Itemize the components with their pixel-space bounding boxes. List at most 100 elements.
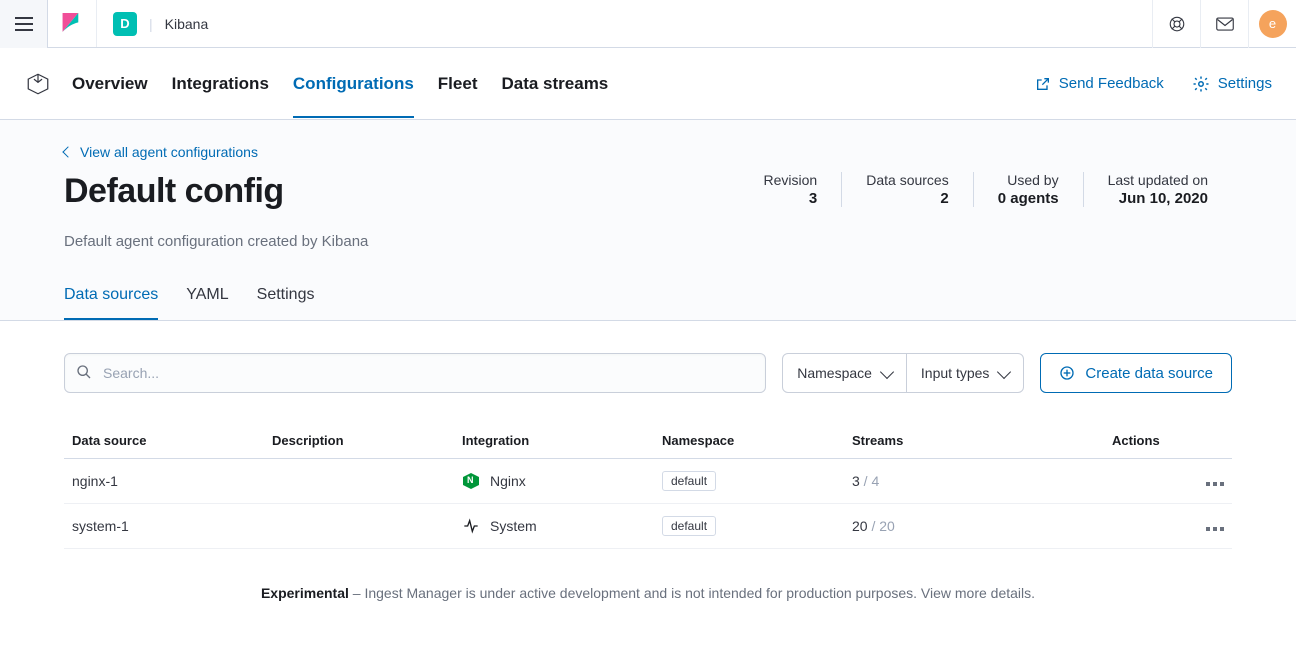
page-header: View all agent configurations Default co… [0, 120, 1296, 321]
streams-total: / 4 [860, 473, 879, 489]
popout-icon [1035, 76, 1051, 92]
namespace-badge: default [662, 516, 716, 536]
experimental-note: Experimental – Ingest Manager is under a… [64, 585, 1232, 601]
cell-description [264, 504, 454, 549]
stat-value: 2 [866, 190, 948, 207]
page-description: Default agent configuration created by K… [64, 233, 1232, 250]
stat-label: Used by [998, 172, 1059, 188]
create-button-label: Create data source [1085, 365, 1213, 382]
sub-tab-data-sources[interactable]: Data sources [64, 286, 158, 320]
boxes-horizontal-icon [1206, 482, 1224, 486]
topbar: D | Kibana e [0, 0, 1296, 48]
send-feedback-link[interactable]: Send Feedback [1035, 75, 1164, 92]
hamburger-icon [15, 17, 33, 31]
sub-tab-yaml[interactable]: YAML [186, 286, 228, 320]
stat-label: Data sources [866, 172, 948, 188]
streams-active: 3 [852, 473, 860, 489]
user-menu[interactable]: e [1248, 0, 1296, 48]
row-actions-button[interactable] [1104, 504, 1232, 549]
settings-link-label: Settings [1218, 75, 1272, 92]
cell-namespace: default [654, 504, 844, 549]
settings-link[interactable]: Settings [1192, 75, 1272, 93]
namespace-badge: default [662, 471, 716, 491]
plus-circle-icon [1059, 365, 1075, 381]
activity-icon [463, 518, 479, 534]
kibana-logo-icon [62, 13, 82, 35]
tab-data-streams[interactable]: Data streams [501, 50, 608, 118]
filter-input-types[interactable]: Input types [906, 354, 1024, 392]
table-row: nginx-1Nginxdefault3 / 4 [64, 459, 1232, 504]
streams-total: / 20 [868, 518, 895, 534]
cell-streams: 20 / 20 [844, 504, 1104, 549]
app-selector[interactable]: D | Kibana [96, 0, 224, 47]
app-name: Kibana [165, 16, 209, 32]
chevron-down-icon [997, 364, 1011, 378]
stat-data-sources: Data sources 2 [841, 172, 972, 207]
stat-used-by: Used by 0 agents [973, 172, 1083, 207]
stat-revision: Revision 3 [740, 172, 842, 207]
controls-row: Namespace Input types Create data source [64, 353, 1232, 393]
integration-label: System [490, 518, 537, 534]
stat-value: Jun 10, 2020 [1108, 190, 1208, 207]
col-actions: Actions [1104, 425, 1232, 459]
filter-label: Namespace [797, 365, 872, 381]
cell-streams: 3 / 4 [844, 459, 1104, 504]
integration-label: Nginx [490, 473, 526, 489]
lifebuoy-icon [1168, 15, 1186, 33]
menu-toggle[interactable] [0, 0, 48, 48]
stat-value: 0 agents [998, 190, 1059, 207]
avatar: e [1259, 10, 1287, 38]
sub-tab-settings[interactable]: Settings [257, 286, 315, 320]
nav-actions: Send Feedback Settings [1035, 75, 1272, 93]
gear-icon [1192, 75, 1210, 93]
stat-last-updated: Last updated on Jun 10, 2020 [1083, 172, 1232, 207]
tab-overview[interactable]: Overview [72, 50, 148, 118]
table-row: system-1 System default 20 / 20 [64, 504, 1232, 549]
tab-configurations[interactable]: Configurations [293, 50, 414, 118]
stat-label: Revision [764, 172, 818, 188]
filter-label: Input types [921, 365, 990, 381]
mail-icon [1216, 17, 1234, 31]
boxes-horizontal-icon [1206, 527, 1224, 531]
search-input[interactable] [64, 353, 766, 393]
search-icon [76, 364, 92, 380]
tab-integrations[interactable]: Integrations [172, 50, 269, 118]
filter-group: Namespace Input types [782, 353, 1024, 393]
experimental-text: – Ingest Manager is under active develop… [349, 585, 1035, 601]
nginx-icon [463, 473, 479, 489]
kibana-logo[interactable] [48, 13, 96, 35]
sub-tabs: Data sources YAML Settings [64, 286, 1232, 320]
table-header-row: Data source Description Integration Name… [64, 425, 1232, 459]
topbar-right: e [1152, 0, 1296, 47]
cell-integration: System [454, 504, 654, 549]
col-namespace: Namespace [654, 425, 844, 459]
section-nav: Overview Integrations Configurations Fle… [0, 48, 1296, 120]
chevron-left-icon [62, 146, 73, 157]
col-streams: Streams [844, 425, 1104, 459]
stat-label: Last updated on [1108, 172, 1208, 188]
row-actions-button[interactable] [1104, 459, 1232, 504]
content: Namespace Input types Create data source… [0, 321, 1296, 633]
newsfeed-button[interactable] [1200, 0, 1248, 48]
create-data-source-button[interactable]: Create data source [1040, 353, 1232, 393]
experimental-strong: Experimental [261, 585, 349, 601]
search-wrap [64, 353, 766, 393]
col-description: Description [264, 425, 454, 459]
cell-description [264, 459, 454, 504]
back-link[interactable]: View all agent configurations [64, 144, 1232, 160]
streams-active: 20 [852, 518, 868, 534]
cell-data-source: system-1 [64, 504, 264, 549]
back-link-label: View all agent configurations [80, 144, 258, 160]
send-feedback-label: Send Feedback [1059, 75, 1164, 92]
header-stats: Revision 3 Data sources 2 Used by 0 agen… [740, 172, 1232, 207]
filter-namespace[interactable]: Namespace [783, 354, 906, 392]
chevron-down-icon [880, 364, 894, 378]
cell-integration: Nginx [454, 459, 654, 504]
app-badge: D [113, 12, 137, 36]
col-integration: Integration [454, 425, 654, 459]
tab-fleet[interactable]: Fleet [438, 50, 478, 118]
ingest-manager-icon [24, 70, 52, 98]
help-button[interactable] [1152, 0, 1200, 48]
data-sources-table: Data source Description Integration Name… [64, 425, 1232, 549]
col-data-source: Data source [64, 425, 264, 459]
